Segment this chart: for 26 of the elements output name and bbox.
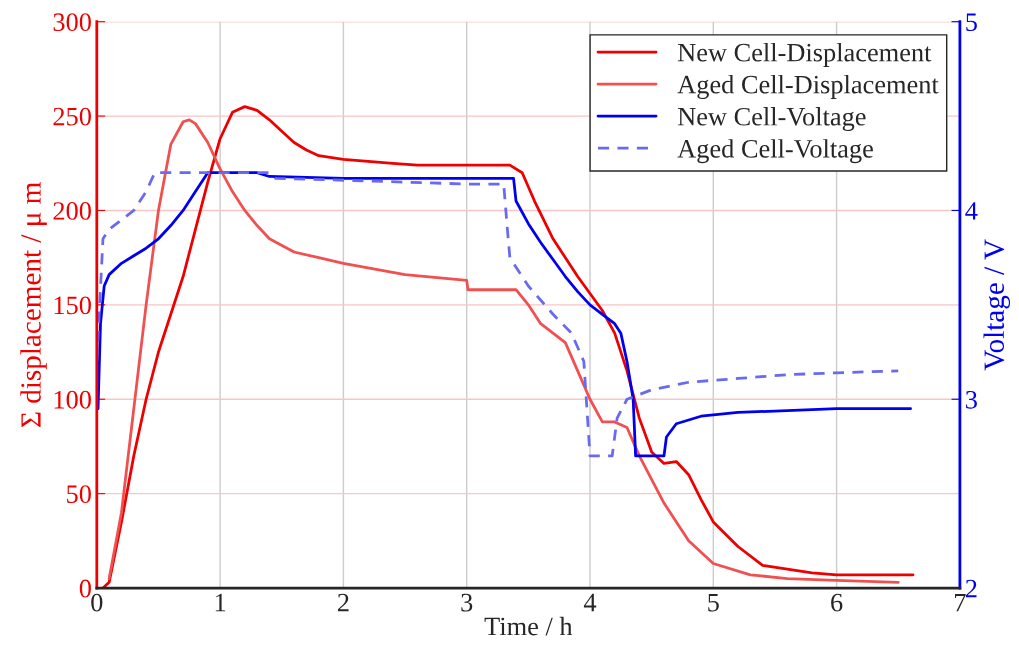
y2-tick-label: 2 [965,579,977,598]
x-tick-label: 7 [955,593,966,612]
y2-tick-label: 3 [966,390,977,409]
x-tick-label: 5 [708,593,719,612]
y-tick-label: 200 [53,202,91,220]
y-tick-label: 250 [53,107,91,126]
y-tick-label: 0 [79,579,91,598]
x-axis-title: Time / h [484,616,573,636]
legend-label: Aged Cell-Displacement [677,74,939,99]
y2-axis-title: Voltage / V [983,239,1011,371]
y-tick-label: 300 [53,13,91,32]
legend-label: Aged Cell-Voltage [677,139,873,164]
x-tick-label: 3 [461,593,473,612]
legend-label: New Cell-Voltage [677,107,866,132]
y2-tick-label: 5 [966,13,977,32]
x-tick-label: 2 [337,593,349,612]
y2-tick-label: 4 [965,202,978,220]
y-tick-label: 100 [54,390,91,409]
x-tick-label: 6 [831,593,843,612]
legend-label: New Cell-Displacement [677,42,932,67]
y-tick-label: 50 [67,485,91,504]
x-tick-label: 1 [215,593,226,612]
y-tick-label: 150 [54,296,91,315]
x-tick-label: 0 [91,593,103,612]
y-axis-title: Σ displacement / μ m [20,182,47,427]
x-tick-label: 4 [583,593,597,612]
